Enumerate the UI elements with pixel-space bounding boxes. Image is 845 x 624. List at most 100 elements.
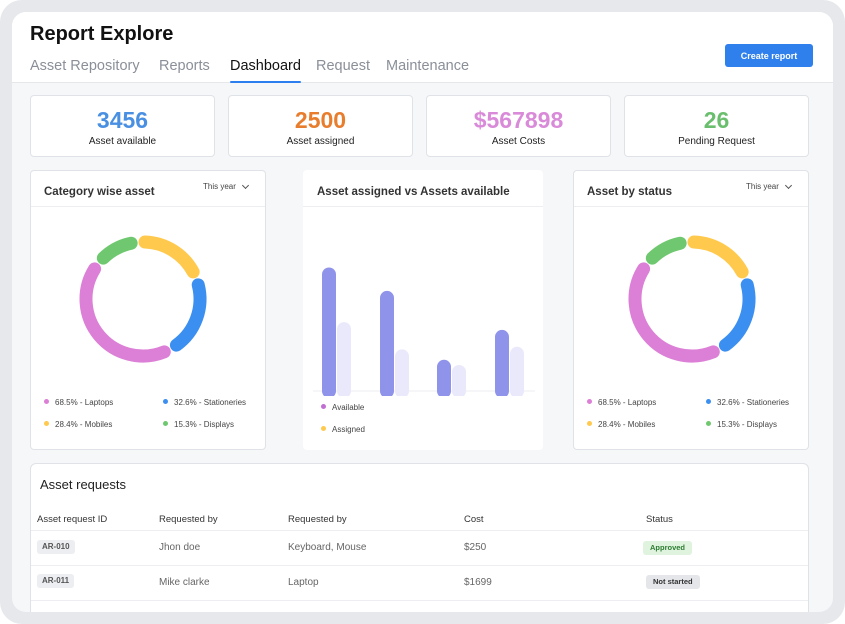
assigned-vs-available-card: Asset assigned vs Assets available Avail… — [303, 170, 543, 450]
card-title: Asset by status — [587, 186, 673, 198]
category-donut-chart — [79, 235, 207, 363]
bar-assigned-4 — [510, 346, 524, 396]
stat-value: 3456 — [96, 107, 149, 133]
asset-requests-table: Asset requests Asset request ID Requeste… — [30, 463, 809, 612]
chevron-down-icon — [784, 181, 792, 190]
stat-value: 26 — [703, 107, 730, 133]
legend-label: 15.3% - Displays — [717, 420, 778, 429]
tab-request[interactable]: Request — [316, 58, 371, 74]
stat-card-asset-available: 3456 Asset available — [30, 95, 215, 157]
assigned-vs-available-chart — [313, 267, 535, 396]
asset-by-status-card: Asset by status This year 68.5% - Laptop… — [573, 170, 809, 450]
divider — [574, 206, 808, 207]
legend-dot — [706, 399, 711, 405]
tab-dashboard[interactable]: Dashboard — [230, 57, 301, 83]
donut-slice-mobiles — [138, 235, 200, 279]
cost-cell: $1699 — [464, 577, 492, 588]
period-dropdown[interactable]: This year — [746, 181, 792, 191]
legend-dot — [163, 421, 168, 427]
legend-label: Available — [332, 403, 365, 412]
items-cell: Keyboard, Mouse — [288, 542, 367, 553]
create-report-button[interactable]: Create report — [725, 44, 813, 67]
divider — [31, 565, 808, 566]
bar-available-1 — [322, 267, 336, 396]
legend-dot — [44, 399, 49, 405]
requester-cell: Mike clarke — [159, 577, 210, 588]
column-header-items: Requested by — [288, 514, 347, 525]
column-header-cost: Cost — [464, 514, 484, 525]
divider — [31, 600, 808, 601]
legend-displays: 15.3% - Displays — [706, 420, 777, 429]
donut-slice-stationeries — [169, 278, 207, 352]
legend-mobiles: 28.4% - Mobiles — [587, 420, 655, 429]
stat-card-asset-costs: $567898 Asset Costs — [426, 95, 611, 157]
column-header-id: Asset request ID — [37, 514, 108, 525]
tab-asset-repository[interactable]: Asset Repository — [30, 58, 140, 74]
cost-cell: $250 — [464, 542, 487, 553]
legend-dot — [587, 421, 592, 427]
legend-label: 68.5% - Laptops — [598, 398, 657, 407]
divider — [31, 530, 808, 531]
period-dropdown[interactable]: This year — [203, 181, 249, 191]
requester-cell: Jhon doe — [159, 542, 201, 553]
legend-available: Available — [321, 403, 364, 412]
legend-dot — [321, 404, 326, 410]
card-title: Asset assigned vs Assets available — [317, 186, 510, 198]
bar-assigned-2 — [395, 349, 409, 396]
legend-mobiles: 28.4% - Mobiles — [44, 420, 112, 429]
donut-slice-laptops — [628, 262, 720, 363]
bar-available-2 — [380, 290, 394, 396]
column-header-requested-by: Requested by — [159, 514, 218, 525]
card-title: Category wise asset — [44, 186, 155, 198]
page-title: Report Explore — [30, 23, 174, 45]
chevron-down-icon — [241, 181, 249, 190]
legend-dot — [587, 399, 592, 405]
status-donut-chart — [628, 235, 756, 363]
bar-assigned-3 — [452, 365, 466, 396]
donut-slice-stationeries — [718, 278, 756, 352]
legend-label: 15.3% - Displays — [174, 420, 235, 429]
donut-slice-displays — [645, 236, 687, 265]
stat-value: $567898 — [473, 107, 564, 133]
stat-label: Asset assigned — [286, 136, 355, 147]
app-screen: Report Explore Asset Repository Reports … — [12, 12, 833, 612]
column-header-status: Status — [646, 514, 673, 525]
legend-laptops: 68.5% - Laptops — [44, 398, 113, 407]
category-wise-asset-card: Category wise asset This year 68.5% - La… — [30, 170, 266, 450]
legend-label: 68.5% - Laptops — [55, 398, 114, 407]
legend-dot — [706, 421, 711, 427]
bar-available-4 — [495, 329, 509, 396]
legend-dot — [163, 399, 168, 405]
bar-available-3 — [437, 359, 451, 396]
items-cell: Laptop — [288, 577, 319, 588]
legend-dot — [321, 426, 326, 432]
period-label: This year — [746, 182, 779, 191]
divider — [31, 206, 265, 207]
legend-stationeries: 32.6% - Stationeries — [163, 398, 246, 407]
period-label: This year — [203, 182, 236, 191]
legend-displays: 15.3% - Displays — [163, 420, 234, 429]
table-title: Asset requests — [40, 477, 126, 492]
stat-label: Asset available — [88, 136, 157, 147]
status-badge: Approved — [643, 541, 693, 555]
legend-label: 32.6% - Stationeries — [174, 398, 247, 407]
legend-assigned: Assigned — [321, 425, 365, 434]
legend-label: 32.6% - Stationeries — [717, 398, 790, 407]
request-id-chip: AR-010 — [37, 540, 75, 554]
donut-slice-laptops — [79, 262, 171, 363]
tab-reports[interactable]: Reports — [159, 58, 210, 74]
status-badge: Not started — [646, 575, 700, 589]
legend-dot — [44, 421, 49, 427]
stat-label: Pending Request — [678, 136, 755, 147]
stat-label: Asset Costs — [491, 136, 546, 147]
request-id-chip: AR-011 — [37, 574, 75, 588]
legend-label: 28.4% - Mobiles — [598, 420, 656, 429]
header: Report Explore Asset Repository Reports … — [12, 12, 833, 83]
divider — [303, 206, 543, 207]
legend-label: Assigned — [332, 425, 365, 434]
donut-slice-mobiles — [687, 235, 749, 279]
stat-value: 2500 — [294, 107, 347, 133]
stat-card-pending-request: 26 Pending Request — [624, 95, 809, 157]
stat-card-asset-assigned: 2500 Asset assigned — [228, 95, 413, 157]
tab-maintenance[interactable]: Maintenance — [386, 58, 470, 74]
